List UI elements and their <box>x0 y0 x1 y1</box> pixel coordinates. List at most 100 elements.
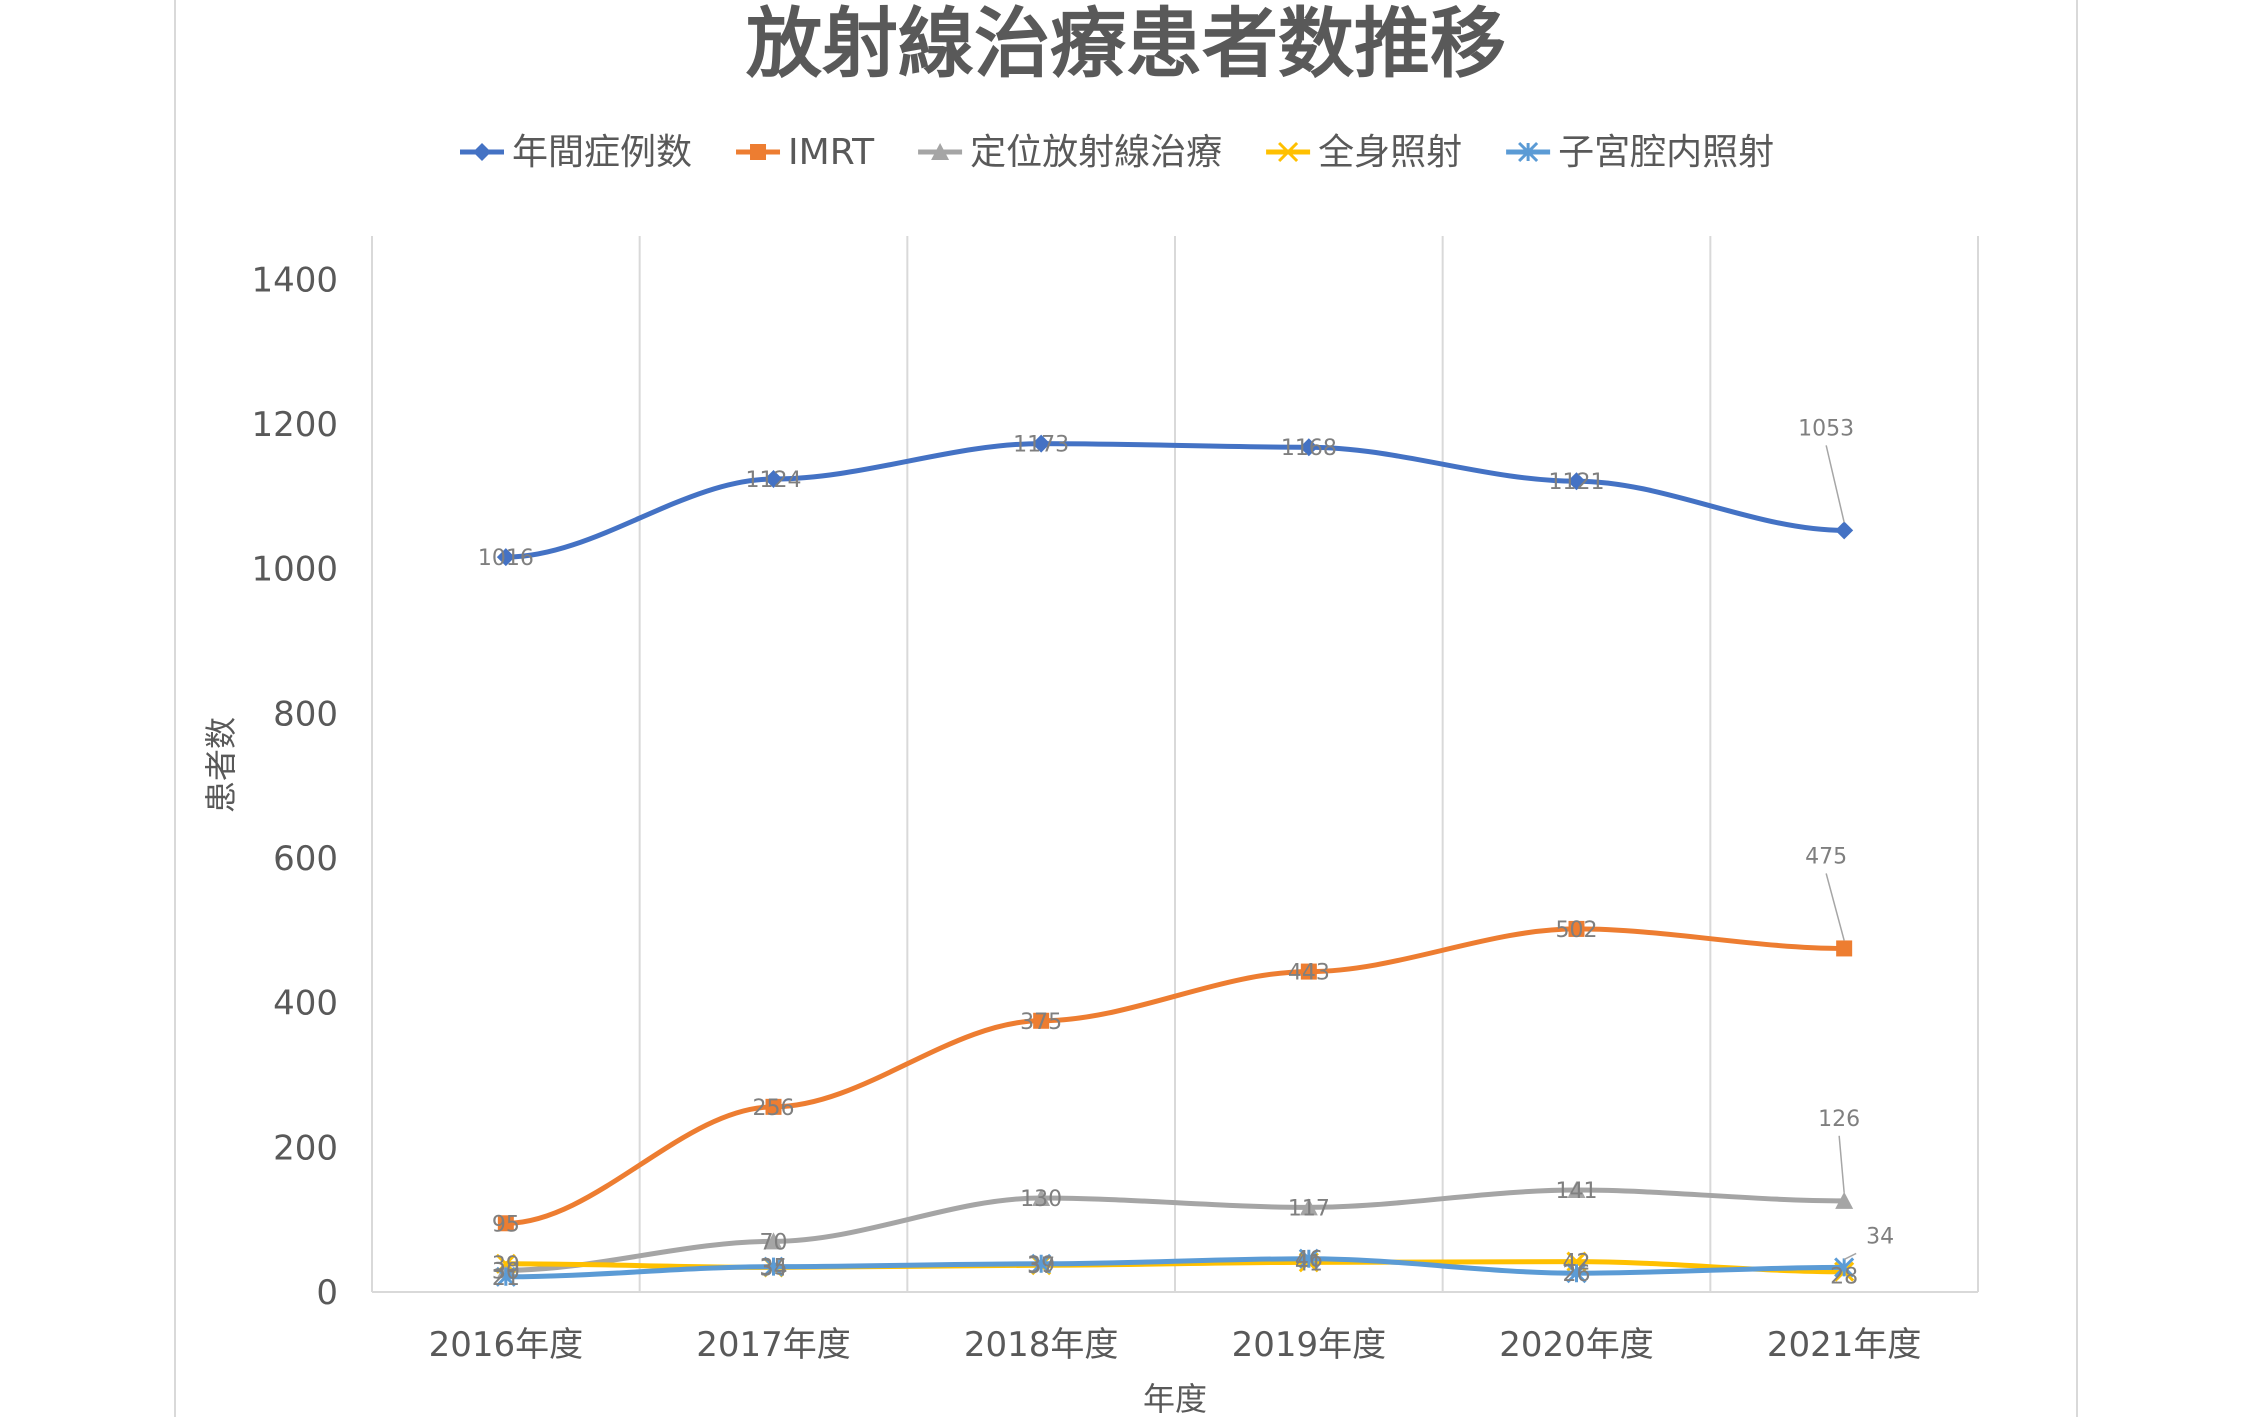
legend-label: 全身照射 <box>1318 132 1462 173</box>
y-tick-label: 600 <box>273 839 338 879</box>
legend-label: 子宮腔内照射 <box>1558 132 1774 173</box>
data-point <box>763 1256 784 1277</box>
data-label: 30 <box>492 1259 520 1284</box>
data-label: 28 <box>1830 1265 1858 1290</box>
series-1 <box>496 434 1854 567</box>
data-label: 1053 <box>1798 416 1854 441</box>
legend-item: 年間症例数 <box>460 132 692 173</box>
series-2 <box>497 920 1853 1232</box>
data-label: 70 <box>760 1230 788 1255</box>
legend-item: 子宮腔内照射 <box>1506 132 1774 173</box>
data-point <box>496 548 515 567</box>
data-label: 34 <box>1866 1224 1894 1249</box>
data-label: 35 <box>760 1256 788 1281</box>
data-point <box>1298 1248 1319 1269</box>
series-line <box>503 1256 1847 1280</box>
chart-frame <box>174 0 2078 1417</box>
data-label: 502 <box>1556 918 1598 943</box>
series-group <box>495 434 1855 1287</box>
data-label: 443 <box>1288 961 1330 986</box>
data-label: 46 <box>1295 1248 1323 1273</box>
data-point <box>750 144 767 160</box>
data-point <box>497 1215 514 1232</box>
data-point <box>1835 1191 1854 1209</box>
y-tick-label: 1000 <box>251 550 338 590</box>
y-axis-title: 患者数 <box>202 717 240 813</box>
legend-item: IMRT <box>736 132 875 173</box>
x-axis-title: 年度 <box>1143 1380 1207 1417</box>
legend-label: 定位放射線治療 <box>970 132 1222 173</box>
series-line <box>503 441 1847 560</box>
y-tick-label: 800 <box>273 694 338 734</box>
data-label: 1016 <box>478 546 534 571</box>
data-point <box>1299 438 1318 457</box>
y-tick-label: 0 <box>316 1273 338 1313</box>
data-label: 95 <box>492 1212 520 1237</box>
data-point <box>1568 920 1585 937</box>
label-leader-line <box>1825 873 1845 941</box>
series-5 <box>495 1248 1855 1287</box>
x-tick-label: 2021年度 <box>1767 1325 1922 1365</box>
data-point <box>1300 963 1317 980</box>
x-tick-label: 2018年度 <box>964 1325 1119 1365</box>
data-label: 42 <box>1563 1251 1591 1276</box>
data-point <box>931 143 950 160</box>
x-tick-label: 2016年度 <box>429 1325 584 1365</box>
data-label: 475 <box>1805 844 1847 869</box>
label-leader-line <box>1843 1252 1857 1261</box>
gridlines <box>371 236 1979 1292</box>
data-point <box>764 1232 783 1250</box>
data-label: 39 <box>492 1253 520 1278</box>
data-labels: 1016 1124 1173 1168 1121 1053 95 256 375 443 502 47… <box>478 416 1894 1290</box>
y-tick-label: 200 <box>273 1128 338 1168</box>
data-point <box>1299 1198 1318 1216</box>
label-leader-line <box>1825 445 1845 523</box>
data-point <box>1031 1253 1052 1274</box>
data-label: 130 <box>1020 1187 1062 1212</box>
data-label: 126 <box>1818 1107 1860 1132</box>
data-point <box>764 470 783 489</box>
legend: 年間症例数 IMRT 定位放射線治療 全身照射 子宮腔内照射 <box>460 132 1774 173</box>
axes: 0 200 400 600 800 1000 1200 1400 2016年度 2017年度 201… <box>251 260 1978 1365</box>
x-tick-label: 2017年度 <box>696 1325 851 1365</box>
data-label: 1173 <box>1013 433 1069 458</box>
data-label: 37 <box>1027 1254 1055 1279</box>
chart-title: 放射線治療患者数推移 <box>746 0 1506 88</box>
data-point <box>1834 1257 1855 1278</box>
legend-label: 年間症例数 <box>512 132 692 173</box>
data-label: 141 <box>1556 1179 1598 1204</box>
data-point <box>1033 1012 1050 1029</box>
data-label: 34 <box>760 1256 788 1281</box>
data-label: 256 <box>753 1096 795 1121</box>
data-label: 41 <box>1295 1251 1323 1276</box>
legend-item: 定位放射線治療 <box>918 132 1222 173</box>
data-point <box>1835 521 1854 540</box>
data-point <box>1032 1188 1051 1206</box>
data-label: 21 <box>492 1266 520 1291</box>
label-leader-line <box>1838 1135 1845 1193</box>
data-point <box>1567 1181 1586 1199</box>
data-label: 1121 <box>1549 470 1605 495</box>
data-label: 1124 <box>746 468 802 493</box>
data-label: 26 <box>1563 1262 1591 1287</box>
data-point <box>473 143 491 161</box>
data-point <box>1278 141 1299 163</box>
data-point <box>495 1266 516 1287</box>
legend-label: IMRT <box>788 132 875 173</box>
data-point <box>1518 141 1539 163</box>
data-point <box>1032 434 1051 453</box>
legend-item: 全身照射 <box>1266 132 1462 173</box>
x-tick-label: 2019年度 <box>1232 1325 1387 1365</box>
x-tick-label: 2020年度 <box>1499 1325 1654 1365</box>
data-point <box>1566 1263 1587 1284</box>
data-label: 39 <box>1027 1253 1055 1278</box>
y-tick-label: 400 <box>273 984 338 1024</box>
data-point <box>1567 472 1586 491</box>
data-point <box>1836 940 1853 957</box>
y-tick-label: 1400 <box>251 260 338 300</box>
data-label: 375 <box>1020 1010 1062 1035</box>
series-line <box>503 926 1847 1226</box>
data-label: 117 <box>1288 1196 1330 1221</box>
data-label: 1168 <box>1281 436 1337 461</box>
